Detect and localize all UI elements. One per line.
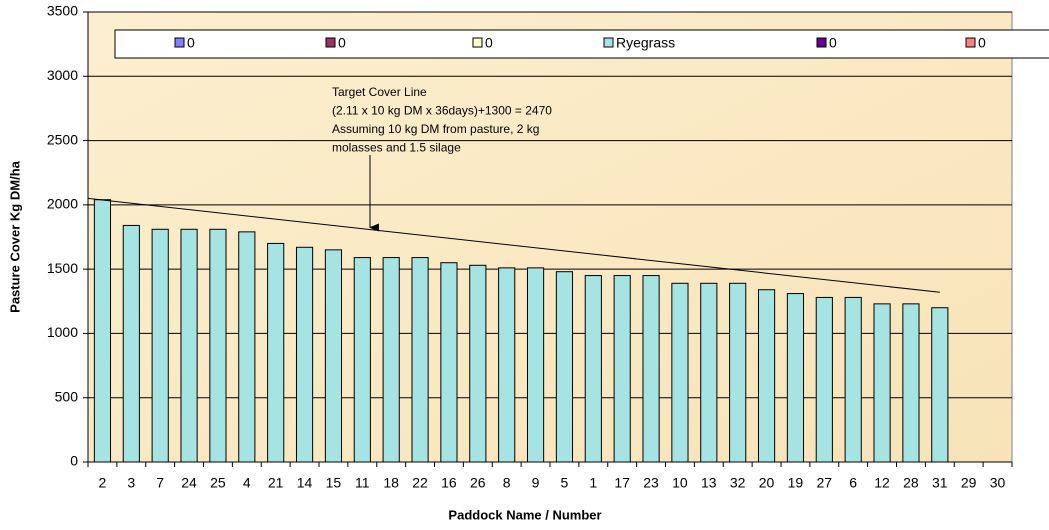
x-axis-label: Paddock Name / Number [448, 507, 601, 522]
x-tick-label: 3 [127, 475, 135, 491]
y-axis-label: Pasture Cover Kg DM/ha [7, 160, 22, 312]
bar [267, 242, 285, 463]
x-tick-label: 21 [268, 475, 284, 491]
x-tick-label: 19 [788, 475, 804, 491]
legend-label: 0 [485, 35, 493, 51]
y-tick-label: 2000 [47, 196, 78, 212]
bar [411, 257, 429, 463]
annotation: Assuming 10 kg DM from pasture, 2 kg [332, 122, 539, 136]
x-tick-label: 29 [961, 475, 977, 491]
x-tick-label: 24 [181, 475, 197, 491]
x-tick-label: 23 [643, 475, 659, 491]
bar [931, 307, 949, 463]
legend-swatch [816, 37, 827, 48]
bar [613, 275, 631, 463]
bar [815, 296, 833, 463]
x-tick-label: 32 [730, 475, 746, 491]
x-tick-label: 14 [297, 475, 313, 491]
x-tick-label: 7 [156, 475, 164, 491]
bar [295, 246, 314, 463]
x-tick-label: 16 [441, 475, 457, 491]
legend-label: 0 [338, 35, 346, 51]
x-tick-label: 9 [532, 475, 540, 491]
x-tick-label: 12 [874, 475, 890, 491]
y-tick-label: 0 [70, 453, 78, 469]
bar [555, 271, 574, 463]
bar [209, 228, 227, 463]
legend-swatch [603, 37, 614, 48]
bar [498, 267, 516, 463]
x-tick-label: 18 [383, 475, 399, 491]
x-tick-label: 15 [326, 475, 342, 491]
bar [238, 231, 256, 463]
x-tick-label: 26 [470, 475, 486, 491]
x-tick-label: 5 [561, 475, 569, 491]
target-line [87, 197, 940, 293]
y-tick-label: 3000 [47, 67, 78, 83]
x-tick-label: 8 [503, 475, 511, 491]
bar [902, 303, 920, 463]
plot-area [87, 11, 1013, 463]
x-tick-label: 28 [903, 475, 919, 491]
legend-swatch [174, 37, 185, 48]
legend-swatch [325, 37, 336, 48]
y-tick-label: 2500 [47, 131, 78, 147]
legend-label: 0 [978, 35, 986, 51]
legend-label: 0 [187, 35, 195, 51]
legend-swatch [965, 37, 976, 48]
bar [440, 262, 458, 463]
bar [671, 282, 689, 463]
legend-label: Ryegrass [616, 35, 675, 51]
bar [324, 249, 343, 463]
bar [873, 303, 891, 463]
bar [584, 275, 602, 463]
legend [114, 29, 1049, 59]
bar [180, 228, 198, 463]
bar [642, 275, 660, 463]
x-tick-label: 11 [355, 475, 370, 491]
x-tick-label: 25 [210, 475, 226, 491]
bar [469, 264, 487, 463]
annotation: (2.11 x 10 kg DM x 36days)+1300 = 2470 [332, 104, 552, 118]
annotation: Target Cover Line [332, 85, 427, 99]
bar [786, 293, 805, 463]
x-tick-label: 2 [99, 475, 107, 491]
bar [151, 228, 169, 463]
x-tick-label: 22 [412, 475, 428, 491]
y-tick-label: 3500 [47, 3, 78, 19]
x-tick-label: 13 [701, 475, 717, 491]
y-tick-label: 1000 [47, 324, 78, 340]
x-tick-label: 31 [932, 475, 948, 491]
y-tick-label: 500 [55, 388, 79, 404]
bar [757, 289, 776, 463]
bar [93, 199, 112, 463]
bar [526, 267, 545, 463]
x-tick-label: 17 [614, 475, 630, 491]
x-tick-label: 27 [817, 475, 833, 491]
x-tick-label: 20 [759, 475, 775, 491]
x-tick-label: 10 [672, 475, 688, 491]
bar [700, 282, 718, 463]
bar [382, 257, 400, 463]
x-tick-label: 30 [990, 475, 1006, 491]
legend-swatch [472, 37, 483, 48]
bar [729, 282, 747, 463]
bar [122, 224, 140, 463]
bar [844, 296, 862, 463]
x-tick-label: 4 [243, 475, 251, 491]
legend-label: 0 [829, 35, 837, 51]
x-tick-label: 1 [589, 475, 597, 491]
y-tick-label: 1500 [47, 260, 78, 276]
bar [353, 257, 371, 463]
annotation: molasses and 1.5 silage [332, 141, 461, 155]
x-tick-label: 6 [849, 475, 857, 491]
